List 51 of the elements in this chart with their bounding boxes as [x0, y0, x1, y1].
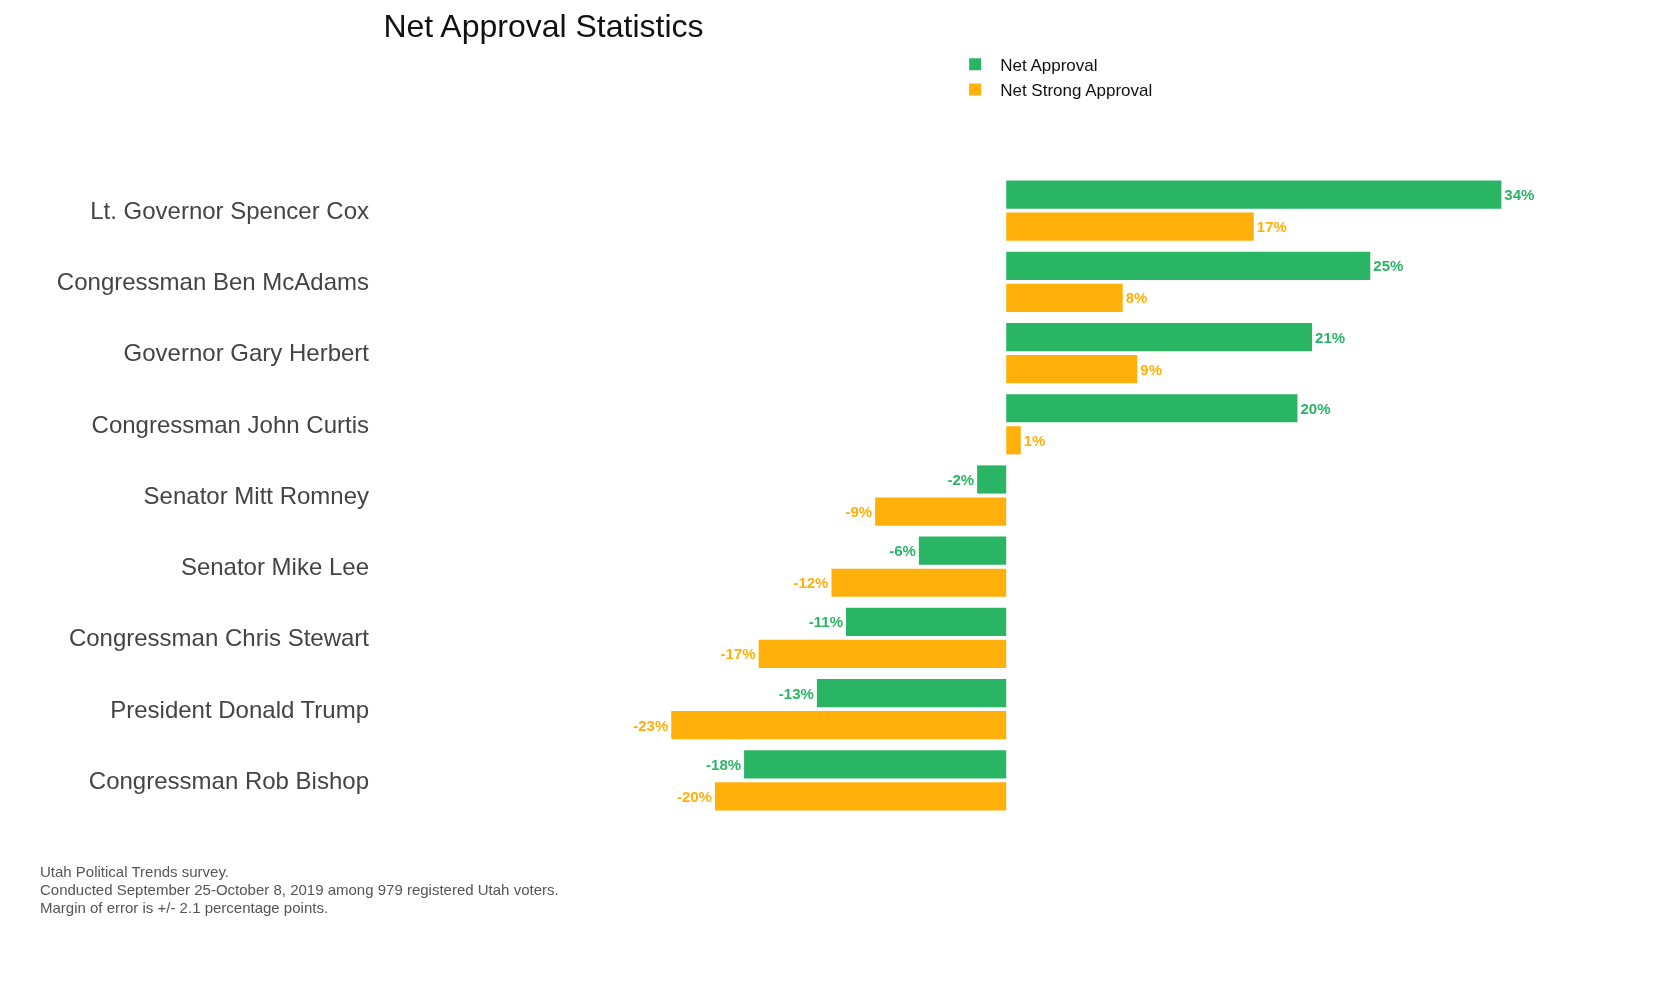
data-label: -6%: [889, 542, 916, 560]
bar: [816, 679, 1007, 708]
bar: [1006, 354, 1138, 384]
bar: [758, 639, 1007, 669]
data-label: -13%: [778, 684, 814, 702]
text: Utah Political Trends survey.: [40, 863, 229, 880]
bar: [744, 750, 1007, 779]
data-label: 21%: [1315, 328, 1346, 346]
chart-title: Net Approval Statistics: [383, 8, 704, 45]
y-tick-label: President Donald Trump: [110, 695, 369, 723]
y-tick-label: Congressman Rob Bishop: [88, 766, 369, 794]
data-label: -20%: [676, 787, 712, 805]
y-tick-label: Congressman John Curtis: [91, 410, 369, 438]
y-tick-label: Governor Gary Herbert: [123, 339, 370, 367]
text: Conducted September 25-October 8, 2019 among 979 registered Utah voters.: [40, 881, 559, 898]
bar: [1006, 394, 1298, 423]
data-label: -18%: [706, 755, 742, 773]
bar: [1006, 426, 1021, 455]
data-label: -9%: [845, 503, 873, 521]
data-label: 25%: [1373, 257, 1404, 275]
bar: [1006, 283, 1123, 312]
bar: [831, 568, 1007, 597]
bar: [1006, 180, 1502, 209]
bar: [846, 607, 1007, 637]
bar: [671, 711, 1007, 740]
data-label: 1%: [1023, 431, 1046, 449]
data-label: -11%: [808, 613, 844, 631]
y-tick-label: Congressman Chris Stewart: [68, 624, 370, 652]
data-label: -17%: [720, 645, 756, 663]
text: Margin of error is +/- 2.1 percentage points.: [40, 899, 329, 916]
bar: [1006, 212, 1254, 241]
y-tick-label: Senator Mike Lee: [180, 553, 369, 581]
bar: [977, 465, 1007, 494]
y-tick-label: Lt. Governor Spencer Cox: [90, 197, 369, 225]
bar: [1006, 251, 1371, 280]
data-label: 9%: [1140, 360, 1162, 378]
data-label: -23%: [633, 716, 669, 734]
data-label: -12%: [793, 574, 829, 592]
y-tick-label: Congressman Ben McAdams: [56, 268, 369, 296]
data-label: 34%: [1504, 186, 1535, 204]
bar: [1006, 322, 1313, 352]
bar: [714, 782, 1007, 811]
y-tick-label: Senator Mitt Romney: [143, 481, 369, 509]
data-label: -2%: [947, 470, 975, 488]
data-label: 17%: [1256, 218, 1287, 236]
data-label: 8%: [1125, 289, 1148, 307]
data-label: 20%: [1300, 399, 1331, 417]
bar: [918, 536, 1007, 565]
bar: [875, 497, 1007, 526]
legend-label: Net Strong Approval: [1000, 81, 1153, 101]
legend-label: Net Approval: [1000, 55, 1098, 75]
